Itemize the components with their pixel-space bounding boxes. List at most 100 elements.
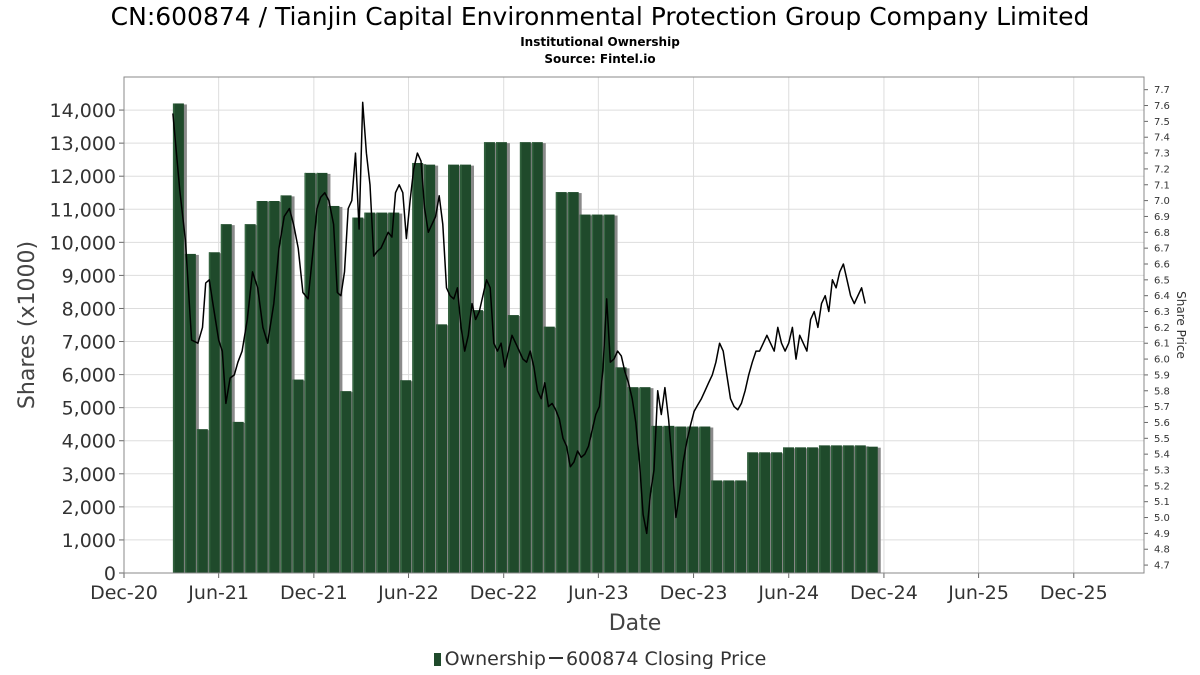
ownership-bar: [711, 480, 723, 573]
y2-tick-label: 5.5: [1154, 434, 1170, 445]
y2-tick-label: 5.4: [1154, 450, 1170, 461]
y2-tick-label: 4.9: [1154, 529, 1170, 540]
ownership-bar: [735, 480, 747, 573]
ownership-bar: [531, 142, 543, 573]
ownership-bar: [663, 425, 675, 573]
ownership-bar: [747, 452, 759, 573]
y2-tick-label: 6.5: [1154, 275, 1170, 286]
ownership-bar: [591, 214, 603, 574]
y2-tick-label: 6.1: [1154, 339, 1170, 350]
y-tick-label: 14,000: [50, 100, 116, 122]
ownership-bar: [830, 445, 842, 573]
ownership-bar: [471, 310, 483, 573]
y2-tick-label: 6.9: [1154, 212, 1170, 223]
y-tick-label: 12,000: [50, 166, 116, 188]
ownership-bar: [519, 142, 531, 573]
chart-legend: Ownership 600874 Closing Price: [0, 648, 1200, 670]
ownership-bar: [400, 380, 412, 573]
y2-tick-label: 7.1: [1154, 180, 1170, 191]
y2-tick-label: 7.5: [1154, 117, 1170, 128]
x-axis-label: Date: [609, 611, 662, 636]
y2-tick-label: 6.7: [1154, 244, 1170, 255]
ownership-bar: [256, 201, 268, 573]
y2-tick-label: 4.7: [1154, 561, 1170, 572]
ownership-bar: [627, 387, 639, 573]
ownership-bar: [244, 224, 256, 573]
x-tick-label: Dec-22: [470, 582, 538, 604]
y-tick-label: 4,000: [62, 431, 116, 453]
ownership-bar: [460, 164, 472, 574]
chart-source: Source: Fintel.io: [544, 52, 656, 66]
legend-price-swatch: [548, 657, 563, 659]
ownership-bar: [842, 445, 854, 573]
legend-price-label: 600874 Closing Price: [565, 648, 767, 670]
ownership-bar: [448, 164, 460, 574]
y-tick-label: 1,000: [62, 530, 116, 552]
ownership-bar: [651, 425, 663, 573]
x-tick-label: Dec-21: [280, 582, 348, 604]
price-line: [172, 101, 866, 535]
y2-tick-label: 5.9: [1154, 370, 1170, 381]
chart-title: CN:600874 / Tianjin Capital Environmenta…: [110, 2, 1090, 31]
ownership-bar: [543, 326, 555, 573]
y-tick-label: 2,000: [62, 497, 116, 519]
ownership-bar: [376, 212, 388, 573]
ownership-bar: [172, 103, 184, 573]
ownership-bar: [783, 447, 795, 573]
y2-tick-label: 6.3: [1154, 307, 1170, 318]
ownership-bar: [388, 212, 400, 573]
ownership-bar: [412, 162, 424, 573]
x-tick-label: Dec-20: [90, 582, 158, 604]
y2-tick-label: 5.7: [1154, 402, 1170, 413]
y-tick-label: 8,000: [62, 298, 116, 320]
y2-tick-label: 6.4: [1154, 291, 1170, 302]
y2-tick-label: 7.2: [1154, 164, 1170, 175]
y-tick-label: 10,000: [50, 232, 116, 254]
y2-tick-label: 6.0: [1154, 355, 1170, 366]
ownership-bar: [687, 426, 699, 573]
y2-tick-label: 7.3: [1154, 149, 1170, 160]
ownership-bar: [436, 324, 448, 573]
ownership-bar: [615, 367, 627, 573]
ownership-bar: [184, 253, 196, 573]
y2-tick-label: 5.0: [1154, 513, 1170, 524]
y-tick-label: 6,000: [62, 365, 116, 387]
ownership-bar: [507, 315, 519, 573]
y2-tick-label: 5.1: [1154, 497, 1170, 508]
y2-tick-label: 7.4: [1154, 133, 1170, 144]
ownership-bar: [699, 426, 711, 573]
y2-tick-label: 4.8: [1154, 545, 1170, 556]
y-axis-label: Shares (x1000): [15, 241, 40, 409]
y-tick-label: 13,000: [50, 133, 116, 155]
ownership-bar: [579, 214, 591, 574]
y2-tick-label: 5.2: [1154, 481, 1170, 492]
ownership-bar: [818, 445, 830, 573]
ownership-bar: [232, 421, 244, 573]
y2-tick-label: 5.8: [1154, 386, 1170, 397]
y-tick-label: 0: [104, 563, 116, 585]
ownership-bar: [794, 447, 806, 573]
x-tick-label: Jun-21: [187, 582, 249, 604]
x-tick-label: Dec-25: [1040, 582, 1108, 604]
ownership-bar: [771, 452, 783, 573]
x-tick-label: Jun-24: [757, 582, 819, 604]
ownership-bar: [639, 387, 651, 573]
chart-subtitle: Institutional Ownership: [520, 35, 680, 49]
ownership-bar: [424, 164, 436, 574]
y2-tick-label: 5.6: [1154, 418, 1170, 429]
legend-ownership-label: Ownership: [444, 648, 546, 670]
y2-tick-label: 6.2: [1154, 323, 1170, 334]
y-tick-label: 7,000: [62, 332, 116, 354]
y2-tick-label: 6.8: [1154, 228, 1170, 239]
legend-ownership-swatch: [433, 653, 441, 666]
y-tick-label: 3,000: [62, 464, 116, 486]
y-tick-label: 9,000: [62, 265, 116, 287]
ownership-bar: [723, 480, 735, 573]
y2-axis-label: Share Price: [1174, 291, 1188, 359]
ownership-bar: [328, 205, 340, 573]
ownership-bar: [196, 429, 208, 573]
x-tick-label: Jun-23: [567, 582, 629, 604]
y2-tick-label: 6.6: [1154, 259, 1170, 270]
ownership-bar: [352, 217, 364, 574]
ownership-bar: [483, 142, 495, 573]
